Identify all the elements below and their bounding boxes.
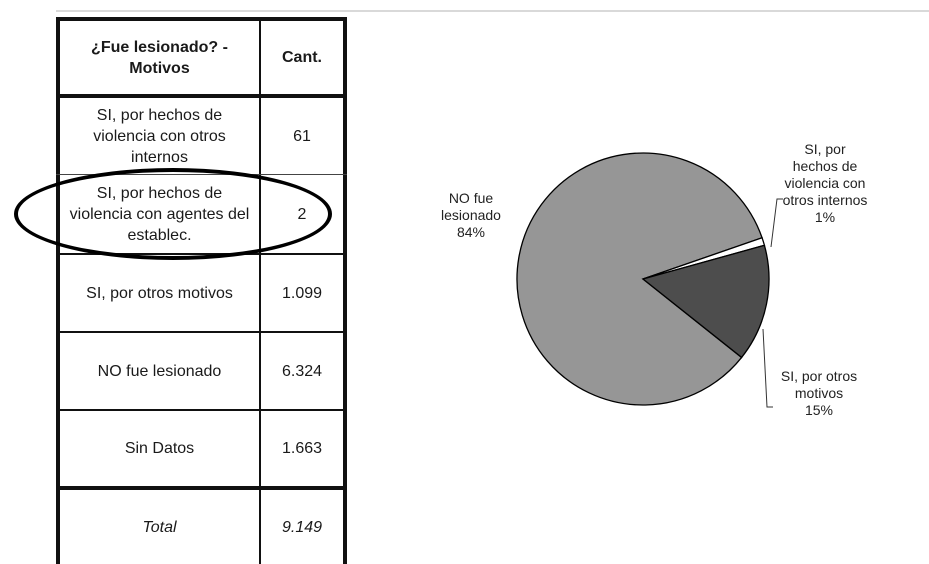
pie-chart: NO fue lesionado 84% SI, por hechos de violen… <box>441 141 868 418</box>
label-violencia-internos: SI, por hechos de violencia con otros inter… <box>783 141 868 225</box>
table-row-label: NO fue lesionado <box>97 362 222 380</box>
label-no-lesionado: NO fue lesionado 84% <box>441 190 501 240</box>
table-row-value: 61 <box>293 127 311 145</box>
pie-slice-no-lesionado <box>516 152 763 406</box>
table-border-top <box>56 17 347 21</box>
table-row-value: 1.099 <box>281 284 323 302</box>
leader-line-internos <box>770 198 783 248</box>
total-value: 9.149 <box>281 518 323 536</box>
header-divider <box>56 94 347 98</box>
highlight-ellipse <box>14 168 332 260</box>
leader-line-otros <box>762 328 773 408</box>
row-divider <box>56 331 347 333</box>
top-edge-line <box>56 10 929 12</box>
total-divider <box>56 486 347 490</box>
table-row-label: SI, por otros motivos <box>86 284 233 302</box>
pie-slice-otros-motivos <box>641 244 770 359</box>
table-row-label: Sin Datos <box>124 440 195 457</box>
row-divider <box>56 409 347 411</box>
label-otros-motivos: SI, por otros motivos 15% <box>781 368 857 418</box>
table-row-value: 6.324 <box>281 362 323 380</box>
data-table: ¿Fue lesionado? - Motivos Cant. SI, por … <box>56 17 347 564</box>
table-border-left <box>56 17 60 564</box>
table-border-right <box>343 17 347 564</box>
header-cantidad: Cant. <box>282 49 322 66</box>
table-row-value: 1.663 <box>281 440 323 457</box>
total-label: Total <box>142 518 177 536</box>
table-col-divider <box>259 17 261 564</box>
table-row-label: SI, por hechos de violencia con otros in… <box>93 106 226 166</box>
header-motivos: ¿Fue lesionado? - Motivos <box>91 38 228 77</box>
